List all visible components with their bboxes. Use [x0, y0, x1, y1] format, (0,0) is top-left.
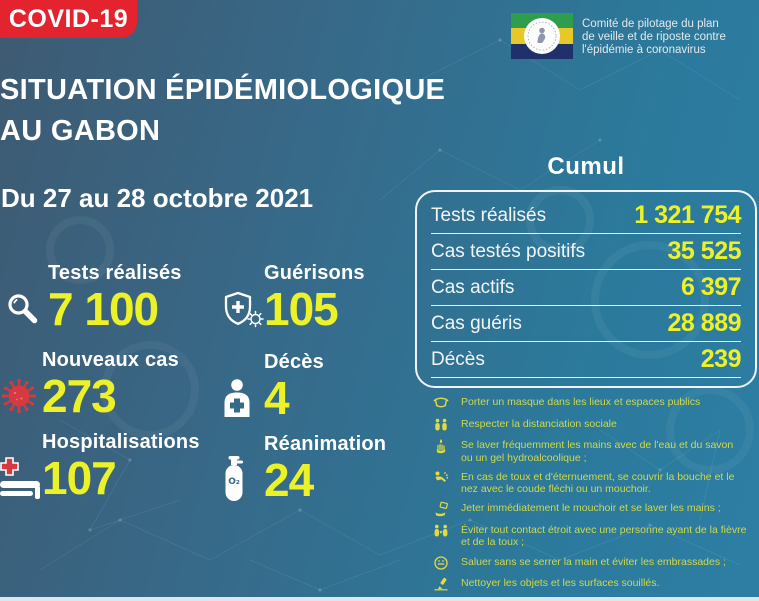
oxygen-tank-icon: O₂ [222, 456, 264, 502]
person-cross-icon [222, 379, 264, 417]
recommendation-text: Se laver fréquemment les mains avec de l… [461, 439, 734, 464]
cumul-row-value: 6 397 [680, 273, 742, 301]
cumul-row-actifs: Cas actifs 6 397 [431, 270, 742, 306]
stat-guerisons: Guérisons [222, 262, 365, 332]
stat-value: 7 100 [48, 283, 159, 335]
org-name-line1: Comité de pilotage du plan [582, 18, 719, 30]
covid19-badge-label: COVID-19 [8, 4, 129, 33]
org-name-line3: l'épidémie à coronavirus [582, 44, 706, 56]
page-title-line2: AU GABON [0, 115, 161, 147]
avoid-contact-icon [431, 523, 450, 539]
cumul-row-tests: Tests réalisés 1 321 754 [431, 198, 741, 234]
bottom-strip [0, 597, 759, 601]
recommendation-text: Éviter tout contact étroit avec une pers… [461, 523, 747, 549]
list-item: Respecter la distanciation sociale [431, 418, 747, 433]
gabon-flag-logo [511, 13, 573, 59]
cumul-row-label: Décès [431, 348, 485, 370]
oxygen-label: O₂ [228, 477, 240, 487]
page-title: SITUATION ÉPIDÉMIOLOGIQUE AU GABON [0, 70, 445, 152]
no-handshake-icon [431, 555, 450, 571]
cumul-row-deces: Décès 239 [431, 342, 742, 378]
stat-label: Hospitalisations [42, 431, 200, 453]
cumul-row-label: Cas testés positifs [431, 240, 586, 262]
mask-icon [431, 395, 450, 411]
cumul-row-value: 35 525 [667, 237, 742, 265]
cumulative-table: Tests réalisés 1 321 754 Cas testés posi… [415, 190, 757, 388]
cumul-row-value: 239 [700, 345, 742, 373]
hospital-bed-icon [0, 456, 42, 500]
report-period: Du 27 au 28 octobre 2021 [1, 183, 314, 213]
org-name-line2: de veille et de riposte contre [582, 31, 726, 43]
stat-label: Décès [264, 351, 324, 373]
cumul-row-label: Cas actifs [431, 276, 515, 298]
stat-reanimation: Réanimation O₂ 24 [222, 433, 386, 503]
list-item: Éviter tout contact étroit avec une pers… [431, 524, 747, 549]
cough-elbow-icon [431, 470, 450, 486]
recommendation-text: Saluer sans se serrer la main et éviter … [461, 555, 726, 568]
recommendation-text: Nettoyer les objets et les surfaces soui… [461, 577, 660, 590]
cumul-row-value: 28 889 [667, 309, 742, 337]
stat-value: 273 [42, 370, 117, 422]
stat-tests-realises: Tests réalisés 7 100 [6, 262, 182, 332]
stat-hospitalisations: Hospitalisations 107 [0, 431, 200, 501]
stat-value: 24 [264, 454, 314, 506]
stat-label: Réanimation [264, 433, 387, 455]
cumul-row-value: 1 321 754 [634, 201, 741, 229]
list-item: Porter un masque dans les lieux et espac… [431, 396, 747, 411]
hand-wash-icon [431, 438, 450, 454]
recommendations-list: Porter un masque dans les lieux et espac… [431, 396, 747, 592]
magnifier-icon [6, 292, 48, 326]
list-item: Se laver fréquemment les mains avec de l… [431, 439, 747, 464]
page-title-line1: SITUATION ÉPIDÉMIOLOGIQUE [0, 74, 446, 106]
cumul-row-positifs: Cas testés positifs 35 525 [431, 234, 742, 270]
org-name: Comité de pilotage du plan de veille et … [582, 13, 726, 59]
gabon-seal-icon [524, 18, 560, 54]
recommendation-text: Porter un masque dans les lieux et espac… [461, 396, 701, 408]
cumul-row-label: Tests réalisés [431, 204, 547, 226]
cumulative-title: Cumul [547, 153, 625, 180]
stat-label: Nouveaux cas [42, 349, 179, 371]
shield-virus-icon [222, 290, 264, 328]
recommendation-text: Jeter immédiatement le mouchoir et se la… [461, 502, 721, 515]
stat-value: 4 [264, 372, 290, 424]
list-item: En cas de toux et d'éternuement, se couv… [431, 471, 747, 496]
virus-icon [0, 377, 42, 415]
stat-value: 107 [42, 452, 117, 504]
covid19-badge: COVID-19 [0, 0, 137, 38]
list-item: Nettoyer les objets et les surfaces soui… [431, 577, 747, 592]
clean-surfaces-icon [431, 576, 450, 592]
stat-deces: Décès 4 [222, 351, 324, 421]
cumul-row-gueris: Cas guéris 28 889 [431, 306, 742, 342]
stat-label: Tests réalisés [48, 262, 182, 284]
org-header: Comité de pilotage du plan de veille et … [511, 13, 726, 59]
list-item: Jeter immédiatement le mouchoir et se la… [431, 502, 747, 517]
recommendation-text: Respecter la distanciation sociale [461, 417, 617, 430]
tissue-icon [431, 501, 450, 517]
stat-nouveaux-cas: Nouveaux cas [0, 349, 179, 419]
list-item: Saluer sans se serrer la main et éviter … [431, 556, 747, 571]
recommendation-text: En cas de toux et d'éternuement, se couv… [461, 470, 735, 496]
cumul-row-label: Cas guéris [431, 312, 522, 334]
social-distancing-icon [431, 417, 450, 433]
stat-value: 105 [264, 283, 339, 335]
stat-label: Guérisons [264, 262, 365, 284]
